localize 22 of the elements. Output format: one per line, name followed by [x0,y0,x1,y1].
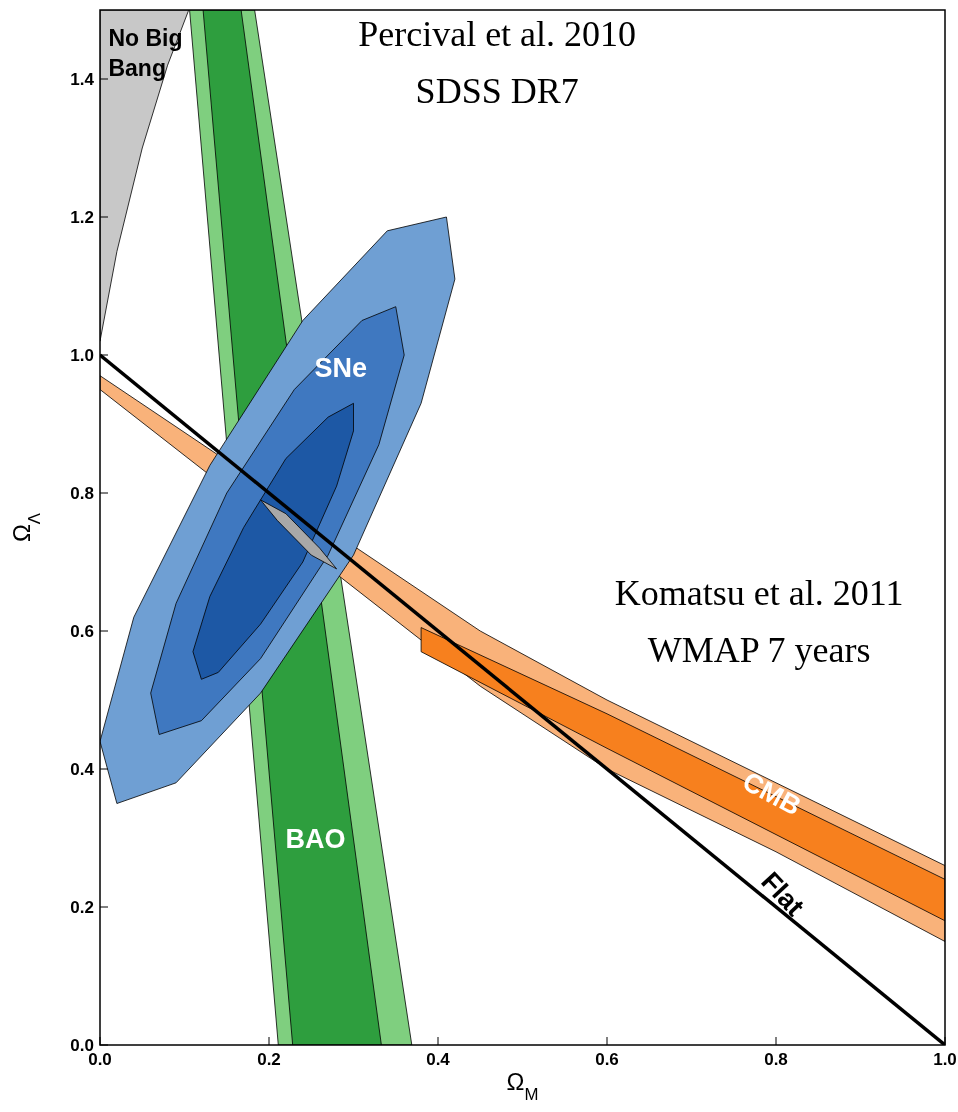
x-tick-label: 1.0 [933,1050,957,1069]
series-label: No Big Bang [108,25,183,82]
x-tick-label: 0.4 [426,1050,451,1069]
annotation: SDSS DR7 [415,71,579,112]
y-tick-label: 0.8 [70,484,94,503]
y-tick-label: 0.2 [70,898,94,917]
y-tick-label: 1.2 [70,208,94,227]
y-tick-label: 1.4 [70,70,95,89]
x-tick-label: 0.8 [764,1050,788,1069]
annotation: Komatsu et al. 2011 [614,573,904,614]
x-tick-label: 0.2 [257,1050,281,1069]
series-label: CMB [737,766,806,822]
series-label: BAO [285,824,346,855]
annotation: WMAP 7 years [647,630,871,671]
x-tick-label: 0.0 [88,1050,112,1069]
series-label: SNe [314,353,368,384]
annotation: Percival et al. 2010 [358,14,637,55]
x-tick-label: 0.6 [595,1050,619,1069]
y-tick-label: 0.6 [70,622,94,641]
x-axis-title: Ω$_{M}$ [506,1068,539,1104]
y-tick-label: 0.4 [70,760,95,779]
y-tick-label: 1.0 [70,346,94,365]
